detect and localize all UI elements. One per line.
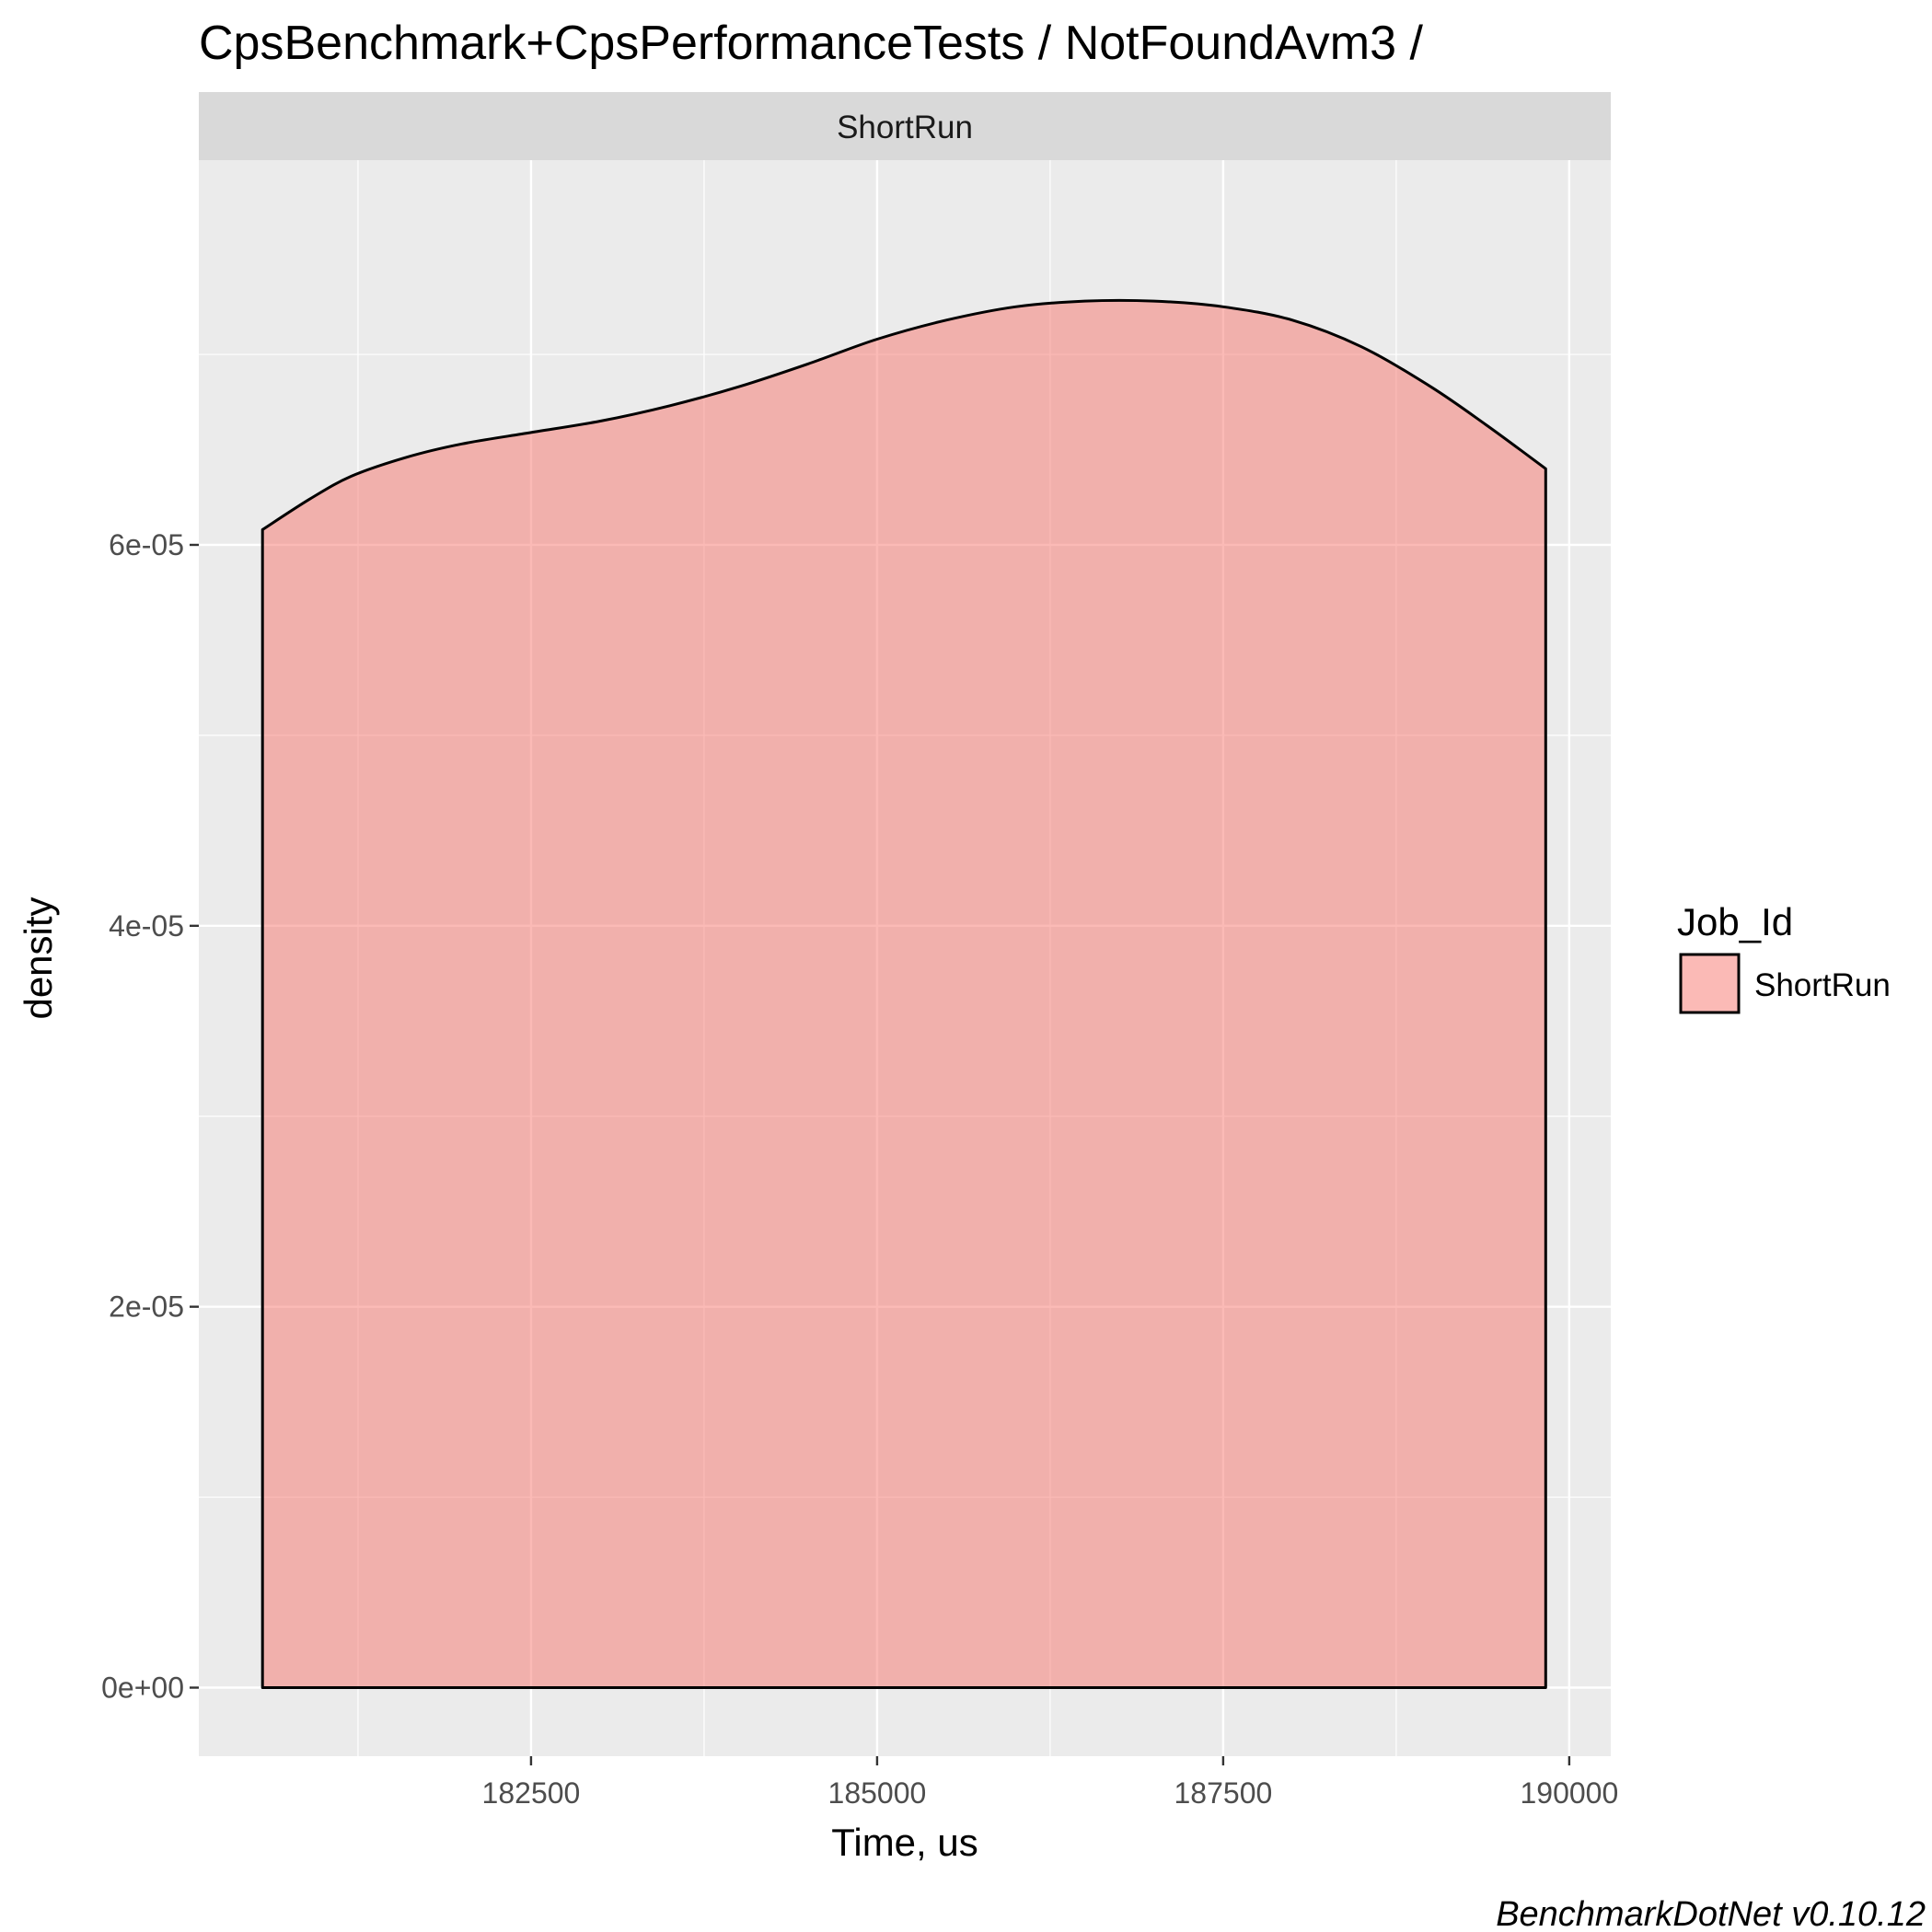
legend-title: Job_Id <box>1677 900 1793 943</box>
y-axis-title: density <box>17 897 60 1019</box>
legend-swatch-shortrun <box>1679 953 1741 1014</box>
density-area-shortrun <box>260 298 1547 1689</box>
x-axis-title: Time, us <box>831 1821 978 1864</box>
legend-label-shortrun: ShortRun <box>1754 967 1891 1003</box>
y-axis: 0e+00 2e-05 4e-05 6e-05 <box>101 528 199 1705</box>
caption: BenchmarkDotNet v0.10.12 <box>1496 1895 1926 1932</box>
x-tick-label: 182500 <box>482 1776 581 1810</box>
y-tick-label: 2e-05 <box>109 1290 184 1324</box>
x-tick-label: 185000 <box>828 1776 927 1810</box>
density-layer <box>260 298 1547 1689</box>
x-axis: 182500 185000 187500 190000 <box>482 1756 1618 1810</box>
y-tick-label: 0e+00 <box>101 1672 184 1705</box>
x-tick-label: 190000 <box>1520 1776 1618 1810</box>
y-tick-label: 4e-05 <box>109 909 184 943</box>
x-tick-label: 187500 <box>1174 1776 1273 1810</box>
facet-strip <box>199 92 1611 160</box>
legend: Job_Id ShortRun <box>1677 900 1891 1014</box>
facet-strip-label: ShortRun <box>837 110 973 145</box>
y-tick-label: 6e-05 <box>109 528 184 561</box>
chart-title: CpsBenchmark+CpsPerformanceTests / NotFo… <box>199 17 1423 70</box>
